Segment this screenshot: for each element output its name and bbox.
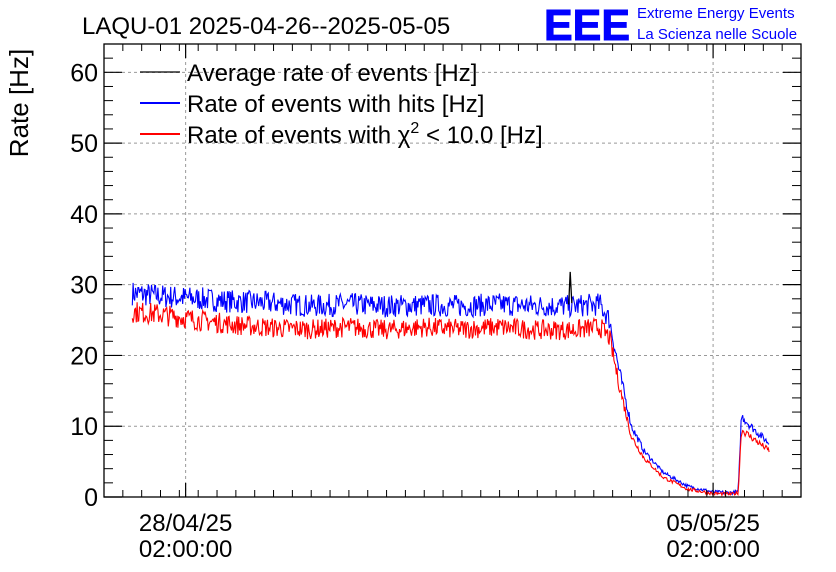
grid-lines xyxy=(104,44,801,497)
y-tick-label: 10 xyxy=(70,413,98,441)
legend: Average rate of events [Hz] Rate of event… xyxy=(140,60,543,149)
chart-title: LAQU-01 2025-04-26--2025-05-05 xyxy=(82,13,450,40)
axis-ticks: 010203040506028/04/2502:00:0005/05/2502:… xyxy=(70,43,802,563)
y-tick-label: 50 xyxy=(70,130,98,158)
y-tick-label: 40 xyxy=(70,201,98,229)
x-tick-label-date: 05/05/25 xyxy=(666,510,759,537)
series-line-hits xyxy=(131,282,770,496)
y-tick-label: 0 xyxy=(84,484,98,512)
y-tick-label: 60 xyxy=(70,59,98,87)
legend-label-average: Average rate of events [Hz] xyxy=(187,60,477,87)
legend-label-chi2: Rate of events with χ2 < 10.0 [Hz] xyxy=(187,120,543,149)
y-tick-label: 30 xyxy=(70,272,98,300)
org-line-2: La Scienza nelle Scuole xyxy=(637,26,797,43)
eee-logo: EEE xyxy=(544,1,630,50)
series-line-average xyxy=(568,271,573,305)
org-line-1: Extreme Energy Events xyxy=(637,5,795,22)
y-tick-label: 20 xyxy=(70,342,98,370)
series-group xyxy=(131,271,770,498)
x-tick-label-date: 28/04/25 xyxy=(139,510,232,537)
series-line-chi2 xyxy=(131,302,770,498)
legend-label-hits: Rate of events with hits [Hz] xyxy=(187,91,484,118)
x-tick-label-time: 02:00:00 xyxy=(666,536,759,563)
x-tick-label-time: 02:00:00 xyxy=(139,536,232,563)
y-axis-label: Rate [Hz] xyxy=(4,49,34,157)
